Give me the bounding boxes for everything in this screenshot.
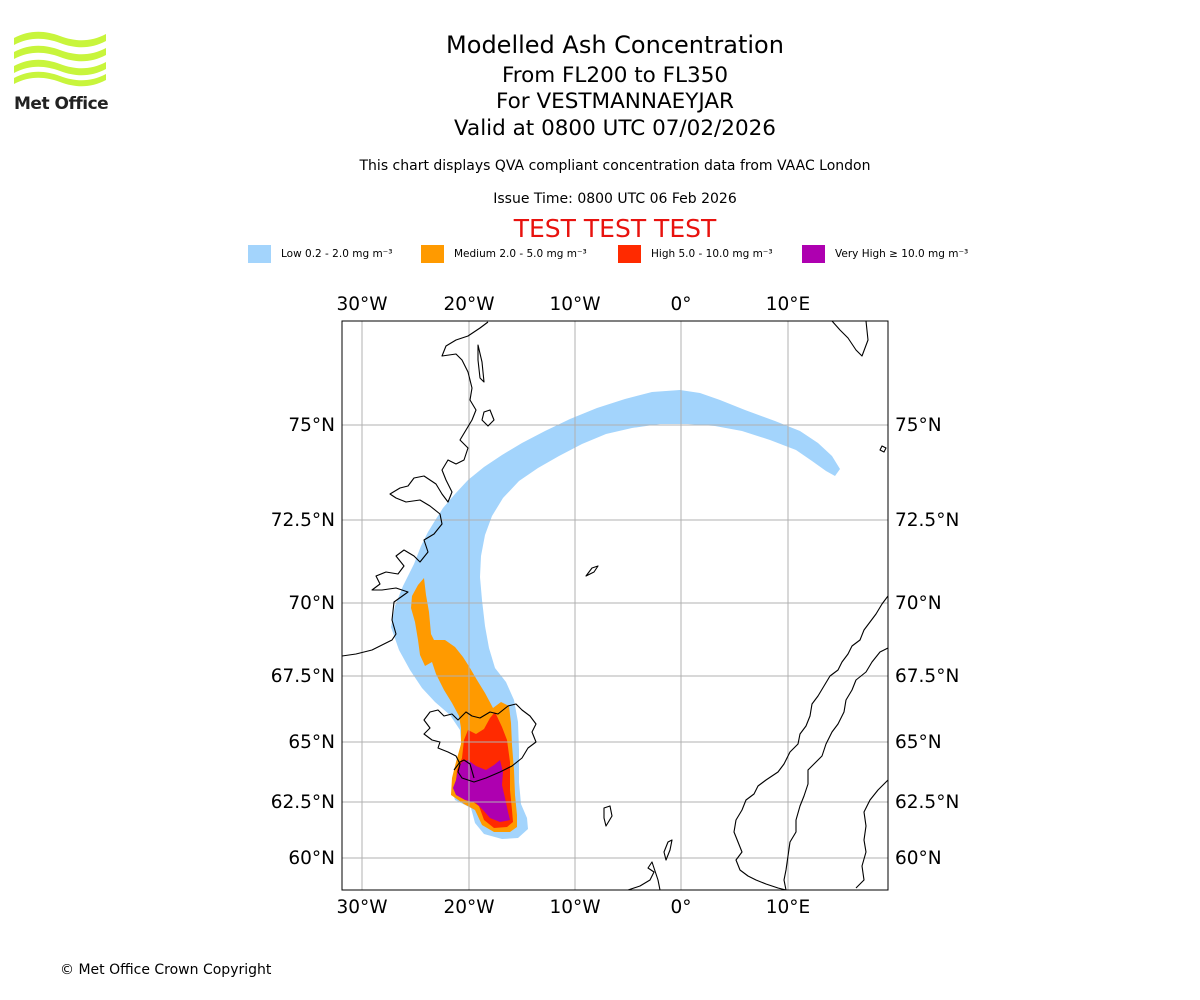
lat-tick-left: 60°N bbox=[288, 848, 335, 869]
lon-tick-bottom: 10°W bbox=[549, 897, 600, 918]
met-office-logo: Met Office bbox=[14, 30, 114, 115]
flight-levels: From FL200 to FL350 bbox=[501, 63, 729, 88]
valid-time: Valid at 0800 UTC 07/02/2026 bbox=[453, 116, 776, 141]
lat-tick-left: 72.5°N bbox=[271, 510, 335, 531]
legend-label-high: High 5.0 - 10.0 mg m⁻³ bbox=[651, 248, 773, 260]
lat-tick-right: 65°N bbox=[895, 732, 942, 753]
lon-tick-bottom: 10°E bbox=[766, 897, 810, 918]
legend-swatch-low bbox=[248, 245, 271, 263]
legend-item-low: Low 0.2 - 2.0 mg m⁻³ bbox=[248, 244, 392, 264]
lat-tick-left: 75°N bbox=[288, 415, 335, 436]
legend-item-medium: Medium 2.0 - 5.0 mg m⁻³ bbox=[421, 244, 587, 264]
chart-title: Modelled Ash Concentration bbox=[446, 31, 784, 59]
lat-tick-right: 70°N bbox=[895, 593, 942, 614]
lat-tick-left: 70°N bbox=[288, 593, 335, 614]
map-gridlines bbox=[342, 321, 888, 890]
legend-item-high: High 5.0 - 10.0 mg m⁻³ bbox=[618, 244, 773, 264]
lat-tick-right: 62.5°N bbox=[895, 792, 959, 813]
volcano-name: For VESTMANNAEYJAR bbox=[496, 89, 734, 114]
logo-text: Met Office bbox=[14, 94, 109, 114]
copyright-notice: © Met Office Crown Copyright bbox=[60, 962, 272, 978]
met-office-waves-icon bbox=[14, 31, 106, 87]
legend-label-medium: Medium 2.0 - 5.0 mg m⁻³ bbox=[454, 248, 587, 260]
legend-label-very-high: Very High ≥ 10.0 mg m⁻³ bbox=[835, 248, 969, 260]
lat-tick-left: 65°N bbox=[288, 732, 335, 753]
legend-swatch-very-high bbox=[802, 245, 825, 263]
lon-tick-top: 10°E bbox=[766, 294, 810, 315]
lon-tick-bottom: 20°W bbox=[443, 897, 494, 918]
issue-time: Issue Time: 0800 UTC 06 Feb 2026 bbox=[493, 191, 737, 207]
legend-item-very-high: Very High ≥ 10.0 mg m⁻³ bbox=[802, 244, 968, 264]
coastlines bbox=[342, 321, 888, 890]
lat-tick-left: 67.5°N bbox=[271, 666, 335, 687]
lon-tick-top: 30°W bbox=[336, 294, 387, 315]
lat-tick-right: 67.5°N bbox=[895, 666, 959, 687]
compliance-note: This chart displays QVA compliant concen… bbox=[359, 158, 871, 174]
lon-tick-bottom: 0° bbox=[670, 897, 691, 918]
lat-tick-right: 60°N bbox=[895, 848, 942, 869]
lon-tick-top: 10°W bbox=[549, 294, 600, 315]
map-frame bbox=[341, 320, 889, 891]
ash-very-high-region bbox=[453, 760, 510, 822]
legend-swatch-high bbox=[618, 245, 641, 263]
lon-tick-top: 20°W bbox=[443, 294, 494, 315]
lon-tick-bottom: 30°W bbox=[336, 897, 387, 918]
lat-tick-right: 72.5°N bbox=[895, 510, 959, 531]
lon-tick-top: 0° bbox=[670, 294, 691, 315]
lat-tick-right: 75°N bbox=[895, 415, 942, 436]
legend-swatch-medium bbox=[421, 245, 444, 263]
legend-label-low: Low 0.2 - 2.0 mg m⁻³ bbox=[281, 248, 393, 260]
test-banner: TEST TEST TEST bbox=[513, 214, 717, 243]
lat-tick-left: 62.5°N bbox=[271, 792, 335, 813]
